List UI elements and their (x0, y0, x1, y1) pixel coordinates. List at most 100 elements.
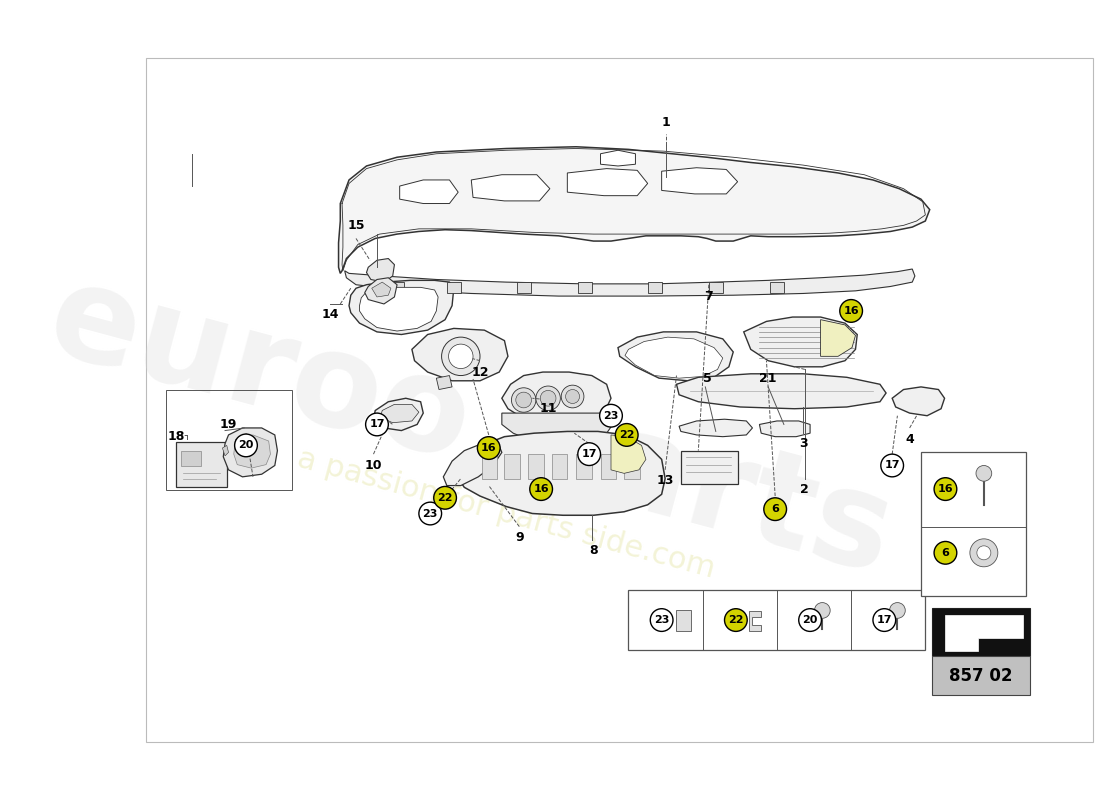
Text: 11: 11 (539, 402, 557, 415)
Circle shape (970, 539, 998, 566)
Text: 8: 8 (590, 544, 597, 557)
Text: 16: 16 (937, 484, 954, 494)
Text: 23: 23 (603, 410, 618, 421)
Polygon shape (374, 398, 424, 430)
Circle shape (725, 609, 747, 631)
Text: 6: 6 (942, 548, 949, 558)
Text: 18: 18 (167, 430, 185, 443)
Text: 17: 17 (884, 461, 900, 470)
Text: 4: 4 (905, 433, 914, 446)
Polygon shape (517, 282, 530, 294)
Polygon shape (459, 431, 666, 515)
Text: 23: 23 (422, 509, 438, 518)
Text: 7: 7 (704, 290, 713, 303)
Polygon shape (502, 413, 613, 444)
Text: 23: 23 (654, 615, 669, 625)
Circle shape (799, 609, 822, 631)
Circle shape (976, 466, 992, 482)
Text: 14: 14 (321, 308, 339, 321)
Bar (681, 450, 738, 484)
Polygon shape (411, 328, 508, 381)
Circle shape (650, 609, 673, 631)
Polygon shape (676, 610, 691, 630)
Circle shape (561, 385, 584, 408)
Text: 22: 22 (728, 615, 744, 625)
Polygon shape (601, 150, 636, 166)
Circle shape (977, 546, 991, 560)
Circle shape (763, 498, 786, 521)
Circle shape (890, 602, 905, 618)
Circle shape (578, 442, 601, 466)
Polygon shape (399, 180, 459, 203)
Circle shape (839, 299, 862, 322)
Polygon shape (360, 287, 438, 331)
Bar (482, 454, 497, 478)
Text: 3: 3 (799, 437, 807, 450)
Text: 16: 16 (844, 306, 859, 316)
Circle shape (881, 454, 903, 477)
Polygon shape (744, 317, 857, 367)
Bar (921, 452, 1026, 597)
Circle shape (600, 404, 623, 427)
Circle shape (873, 609, 895, 631)
Bar (166, 390, 293, 490)
Circle shape (814, 602, 830, 618)
Bar (601, 454, 616, 478)
Bar (628, 590, 925, 650)
Text: 12: 12 (471, 366, 488, 378)
Circle shape (565, 390, 580, 403)
Polygon shape (234, 435, 271, 468)
Polygon shape (381, 404, 419, 422)
Circle shape (477, 437, 500, 459)
Text: 857 02: 857 02 (949, 666, 1013, 685)
Polygon shape (339, 146, 930, 274)
Circle shape (934, 478, 957, 501)
Bar (505, 454, 520, 478)
Text: 17: 17 (582, 449, 597, 459)
Polygon shape (708, 282, 723, 294)
Bar (176, 442, 227, 487)
Text: 1: 1 (661, 116, 670, 129)
Polygon shape (344, 269, 915, 296)
Text: 17: 17 (370, 419, 385, 430)
Polygon shape (568, 169, 648, 196)
Circle shape (536, 386, 560, 410)
Text: 2: 2 (801, 482, 810, 495)
Bar (182, 450, 200, 466)
Text: 13: 13 (657, 474, 674, 487)
Polygon shape (676, 374, 887, 409)
Circle shape (365, 413, 388, 436)
Circle shape (441, 337, 480, 375)
Text: 10: 10 (365, 459, 382, 472)
Circle shape (934, 542, 957, 564)
Polygon shape (770, 282, 784, 294)
Bar (624, 454, 640, 478)
Polygon shape (223, 428, 277, 477)
Polygon shape (222, 446, 229, 456)
Circle shape (615, 423, 638, 446)
Polygon shape (749, 611, 761, 630)
Text: a passion for parts side.com: a passion for parts side.com (294, 444, 718, 583)
Text: 20: 20 (802, 615, 817, 625)
Polygon shape (443, 442, 502, 486)
Text: 22: 22 (619, 430, 635, 440)
Polygon shape (679, 419, 752, 437)
Polygon shape (821, 320, 856, 356)
Bar (933, 656, 1030, 695)
Polygon shape (661, 168, 738, 194)
Bar (576, 454, 592, 478)
Polygon shape (945, 615, 1023, 651)
Polygon shape (471, 174, 550, 201)
Bar (528, 454, 543, 478)
Polygon shape (502, 372, 610, 426)
Bar (933, 608, 1030, 656)
Polygon shape (648, 282, 661, 294)
Bar (551, 454, 568, 478)
Text: 22: 22 (438, 493, 453, 503)
Polygon shape (365, 278, 397, 304)
Text: euroo parts: euroo parts (36, 253, 906, 600)
Text: 17: 17 (877, 615, 892, 625)
Text: 16: 16 (534, 484, 549, 494)
Circle shape (512, 388, 536, 412)
Polygon shape (610, 435, 646, 474)
